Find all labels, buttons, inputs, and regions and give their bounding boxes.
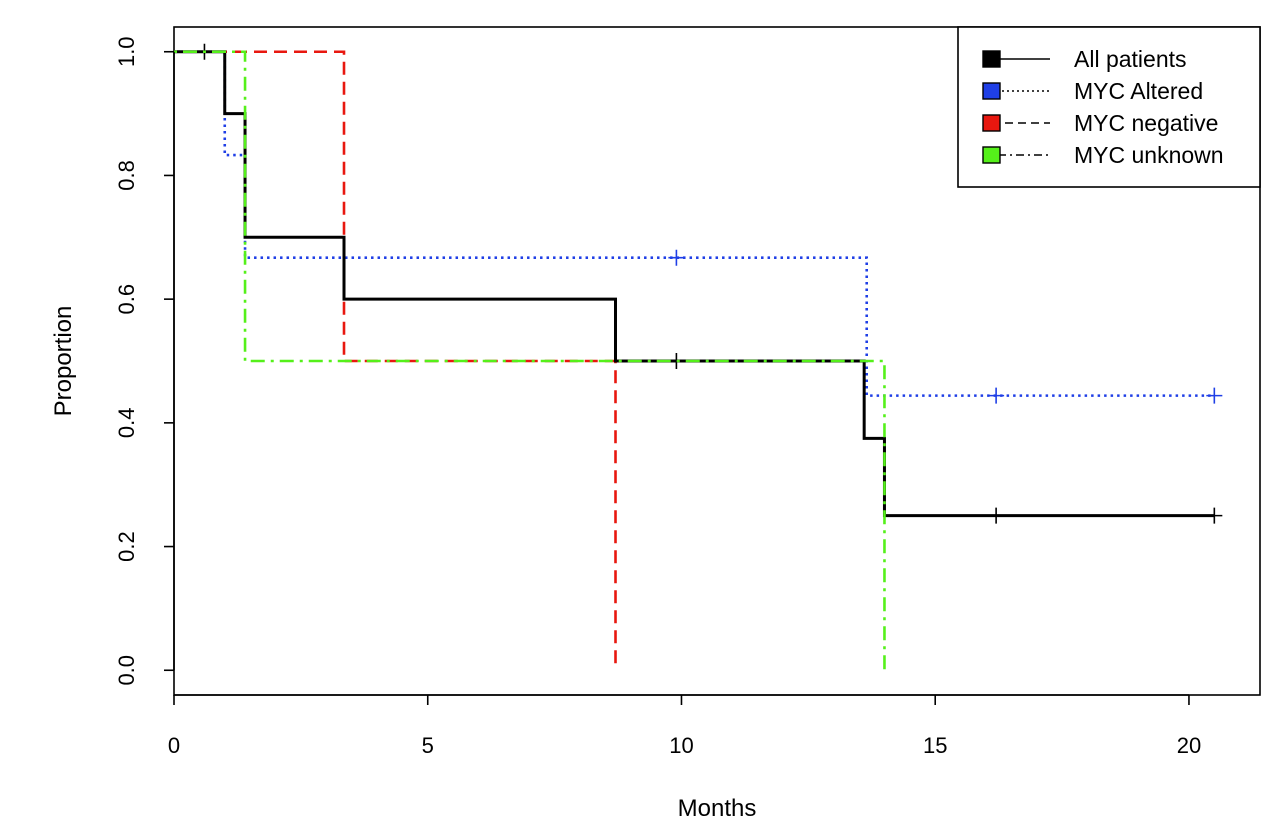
legend-label-all-patients: All patients [1074, 46, 1187, 72]
legend-swatch-all-patients [982, 50, 1001, 68]
legend: All patients MYC Altered MYC negative MYC u… [957, 26, 1261, 188]
x-axis: 0 5 10 15 20 [168, 694, 1201, 758]
legend-swatch-myc-altered [982, 82, 1001, 100]
x-tick-label: 10 [669, 733, 693, 758]
all-patients-curve [174, 50, 1215, 518]
legend-label-myc-altered: MYC Altered [1074, 78, 1203, 104]
myc-unknown-curve [174, 50, 886, 671]
y-tick-label: 0.4 [114, 408, 139, 439]
all-patients-censor-mark [1206, 507, 1223, 524]
y-tick-label: 0.8 [114, 160, 139, 191]
y-tick-label: 0.2 [114, 531, 139, 562]
y-tick-label: 0.0 [114, 655, 139, 686]
series-myc-unknown [174, 50, 886, 671]
legend-label-myc-unknown: MYC unknown [1074, 142, 1224, 168]
legend-swatch-myc-unknown [982, 146, 1001, 164]
x-tick-label: 15 [923, 733, 947, 758]
series-all-patients [174, 43, 1223, 524]
y-axis: 0.0 0.2 0.4 0.6 0.8 1.0 [114, 36, 175, 686]
myc-altered-censor-mark [988, 387, 1005, 404]
x-axis-label: Months [678, 795, 757, 822]
series-myc-altered [174, 50, 1223, 404]
legend-label-myc-negative: MYC negative [1074, 110, 1218, 136]
y-tick-label: 1.0 [114, 36, 139, 67]
x-tick-label: 5 [422, 733, 434, 758]
x-tick-label: 0 [168, 733, 180, 758]
legend-box [957, 26, 1261, 188]
x-tick-label: 20 [1177, 733, 1201, 758]
y-tick-label: 0.6 [114, 284, 139, 315]
survival-curves [174, 43, 1223, 671]
all-patients-censor-mark [988, 507, 1005, 524]
legend-swatch-myc-negative [982, 114, 1001, 132]
all-patients-censor-mark [668, 353, 685, 369]
myc-altered-censor-mark [1206, 387, 1223, 404]
y-axis-label: Proportion [50, 306, 77, 417]
myc-altered-censor-mark [668, 249, 685, 266]
